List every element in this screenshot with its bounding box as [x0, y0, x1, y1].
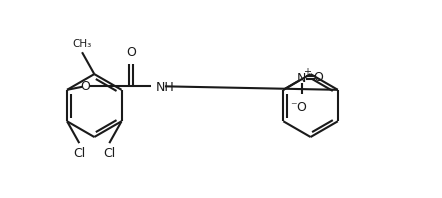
Text: Cl: Cl: [73, 147, 85, 160]
Text: ⁻: ⁻: [290, 100, 297, 113]
Text: O: O: [313, 71, 323, 84]
Text: Cl: Cl: [103, 147, 115, 160]
Text: NH: NH: [156, 81, 175, 94]
Text: O: O: [296, 101, 306, 114]
Text: N: N: [297, 72, 306, 85]
Text: O: O: [80, 80, 90, 93]
Text: +: +: [303, 67, 311, 77]
Text: CH₃: CH₃: [72, 39, 91, 49]
Text: O: O: [126, 46, 136, 59]
